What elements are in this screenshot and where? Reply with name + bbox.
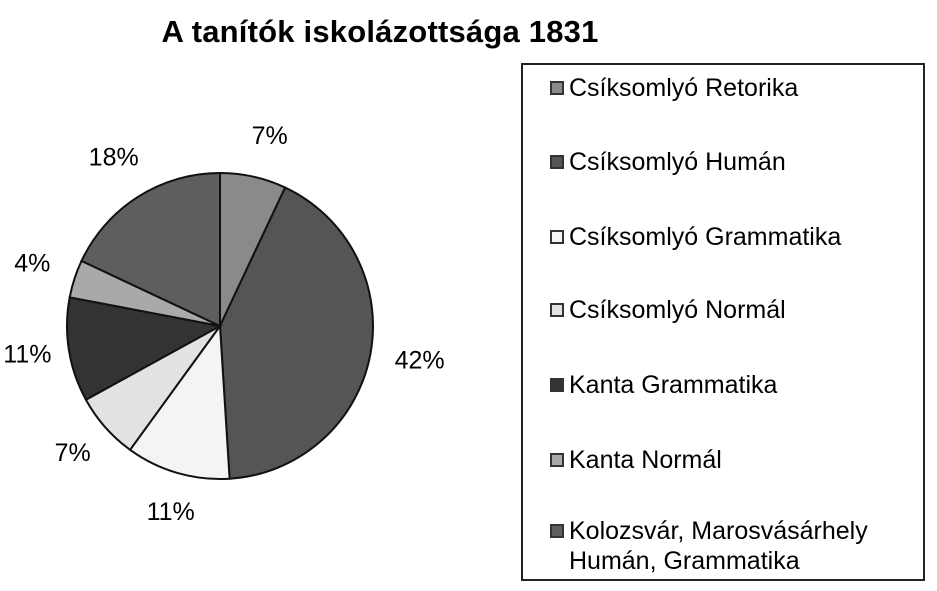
legend-item: Kolozsvár, Marosvásárhely Humán, Grammat… [550,516,920,576]
legend-item: Csíksomlyó Grammatika [550,222,920,252]
slice-percent-label: 7% [55,439,91,467]
legend-label: Csíksomlyó Humán [569,148,786,176]
legend-swatch [550,230,564,244]
legend-swatch [550,303,564,317]
legend-swatch [550,453,564,467]
legend-swatch [550,378,564,392]
legend-label: Csíksomlyó Retorika [569,74,799,102]
legend-item: Kanta Grammatika [550,370,920,400]
slice-percent-label: 42% [395,346,445,374]
pie-slice [80,171,221,328]
slice-percent-label: 4% [14,250,50,278]
legend-label: Csíksomlyó Normál [569,296,786,324]
legend-item: Kanta Normál [550,445,920,475]
legend-item: Csíksomlyó Retorika [550,73,920,103]
slice-percent-label: 11% [147,498,195,526]
pie-slice [66,296,223,402]
legend-swatch [550,81,564,95]
legend-item: Csíksomlyó Humán [550,147,920,177]
legend: Csíksomlyó Retorika Csíksomlyó Humán Csíks… [521,63,925,581]
slice-percent-label: 11% [3,341,51,369]
legend-label: Kanta Normál [569,446,722,474]
legend-item: Csíksomlyó Normál [550,295,920,325]
legend-label: Kolozsvár, Marosvásárhely Humán, Grammat… [569,517,868,575]
legend-swatch [550,524,564,538]
slice-percent-label: 18% [89,143,139,171]
legend-swatch [550,155,564,169]
slice-percent-label: 7% [252,122,288,150]
pie-slice [128,323,231,481]
pie-slice [218,186,374,480]
legend-label: Kanta Grammatika [569,371,778,399]
legend-label: Csíksomlyó Grammatika [569,223,842,251]
chart-title: A tanítók iskolázottsága 1831 [161,14,599,49]
